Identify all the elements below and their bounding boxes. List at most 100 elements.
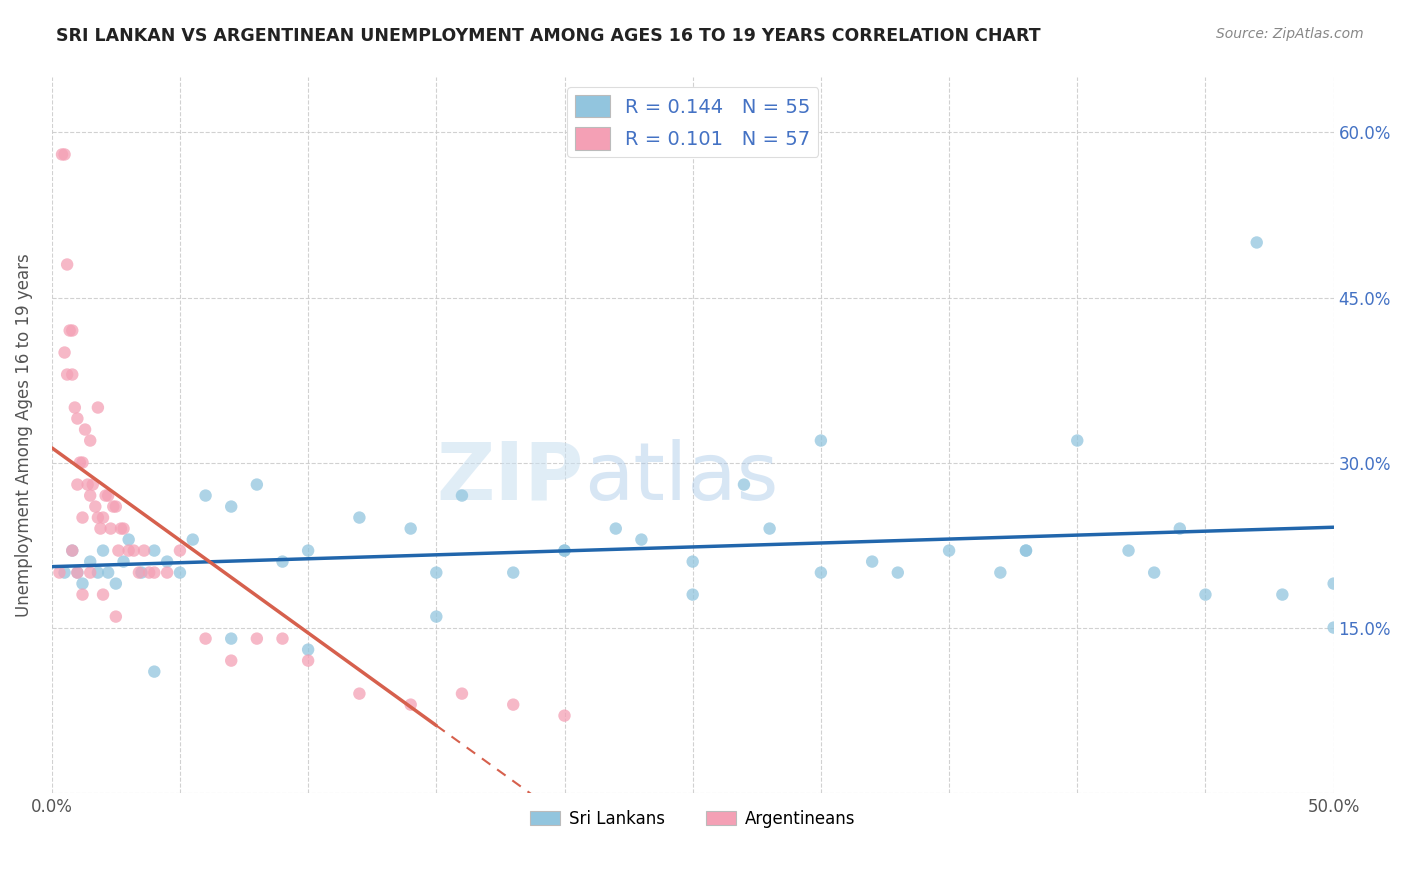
Point xyxy=(110,522,132,536)
Point xyxy=(502,698,524,712)
Point xyxy=(79,489,101,503)
Point xyxy=(630,533,652,547)
Point xyxy=(82,477,104,491)
Point xyxy=(1015,543,1038,558)
Y-axis label: Unemployment Among Ages 16 to 19 years: Unemployment Among Ages 16 to 19 years xyxy=(15,253,32,617)
Point xyxy=(72,456,94,470)
Point xyxy=(53,147,76,161)
Point xyxy=(72,588,94,602)
Point xyxy=(66,566,89,580)
Point xyxy=(66,477,89,491)
Point xyxy=(131,566,153,580)
Point xyxy=(118,543,141,558)
Point xyxy=(69,456,91,470)
Point xyxy=(297,543,319,558)
Point xyxy=(271,632,294,646)
Point xyxy=(451,687,474,701)
Point xyxy=(103,500,125,514)
Point xyxy=(938,543,960,558)
Point xyxy=(1246,235,1268,250)
Point xyxy=(810,566,832,580)
Point xyxy=(60,324,83,338)
Point xyxy=(75,423,97,437)
Point xyxy=(79,434,101,448)
Point xyxy=(66,566,89,580)
Point xyxy=(100,522,122,536)
Point xyxy=(104,609,127,624)
Point xyxy=(59,324,82,338)
Point xyxy=(1323,621,1346,635)
Point xyxy=(76,477,98,491)
Point xyxy=(758,522,780,536)
Text: SRI LANKAN VS ARGENTINEAN UNEMPLOYMENT AMONG AGES 16 TO 19 YEARS CORRELATION CHA: SRI LANKAN VS ARGENTINEAN UNEMPLOYMENT A… xyxy=(56,27,1040,45)
Point xyxy=(1271,588,1294,602)
Point xyxy=(682,588,704,602)
Point xyxy=(399,698,422,712)
Point xyxy=(87,510,110,524)
Point xyxy=(91,510,114,524)
Point xyxy=(79,555,101,569)
Point xyxy=(605,522,627,536)
Point xyxy=(60,543,83,558)
Point xyxy=(128,566,150,580)
Point xyxy=(104,500,127,514)
Point xyxy=(553,543,575,558)
Point xyxy=(1118,543,1140,558)
Point xyxy=(72,576,94,591)
Point xyxy=(89,522,111,536)
Point xyxy=(143,543,166,558)
Point xyxy=(53,566,76,580)
Point xyxy=(733,477,755,491)
Point xyxy=(988,566,1011,580)
Point xyxy=(156,566,179,580)
Point xyxy=(156,555,179,569)
Point xyxy=(682,555,704,569)
Point xyxy=(451,489,474,503)
Point xyxy=(1143,566,1166,580)
Point xyxy=(97,489,120,503)
Point xyxy=(143,566,166,580)
Point xyxy=(60,368,83,382)
Point xyxy=(349,687,371,701)
Point xyxy=(97,566,120,580)
Point xyxy=(1015,543,1038,558)
Point xyxy=(219,632,242,646)
Point xyxy=(118,533,141,547)
Point xyxy=(51,147,73,161)
Point xyxy=(1066,434,1088,448)
Point xyxy=(79,566,101,580)
Point xyxy=(810,434,832,448)
Point xyxy=(425,566,447,580)
Point xyxy=(1194,588,1216,602)
Point xyxy=(219,654,242,668)
Point xyxy=(112,555,135,569)
Point xyxy=(91,588,114,602)
Point xyxy=(94,489,117,503)
Point xyxy=(104,576,127,591)
Point xyxy=(132,543,155,558)
Point xyxy=(169,543,191,558)
Point xyxy=(56,258,79,272)
Point xyxy=(1168,522,1191,536)
Point xyxy=(48,566,70,580)
Text: atlas: atlas xyxy=(583,439,778,517)
Point xyxy=(194,632,217,646)
Point xyxy=(143,665,166,679)
Point xyxy=(246,632,269,646)
Point xyxy=(56,368,79,382)
Point xyxy=(107,543,129,558)
Point xyxy=(887,566,910,580)
Point xyxy=(87,401,110,415)
Point xyxy=(502,566,524,580)
Point xyxy=(553,543,575,558)
Point xyxy=(60,543,83,558)
Point xyxy=(349,510,371,524)
Point xyxy=(72,510,94,524)
Point xyxy=(91,543,114,558)
Point xyxy=(112,522,135,536)
Point xyxy=(66,411,89,425)
Point xyxy=(553,708,575,723)
Point xyxy=(297,654,319,668)
Point xyxy=(425,609,447,624)
Point xyxy=(1323,576,1346,591)
